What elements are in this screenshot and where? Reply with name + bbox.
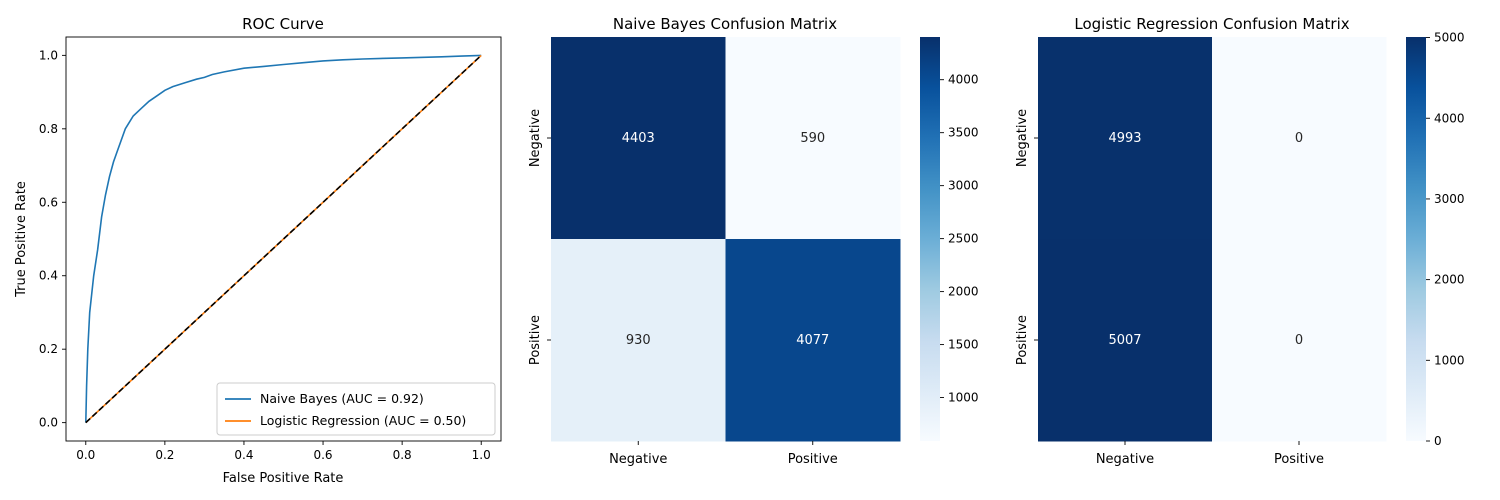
roc-x-tick-label: 1.0 bbox=[472, 448, 491, 462]
roc-y-axis-label: True Positive Rate bbox=[14, 181, 29, 298]
roc-y-tick-label: 0.2 bbox=[39, 342, 58, 356]
naive-bayes-colorbar-tick-label: 1000 bbox=[948, 391, 979, 405]
naive-bayes-cm-cell-value: 930 bbox=[626, 333, 651, 348]
logistic-regression-colorbar-tick-label: 4000 bbox=[1434, 111, 1465, 125]
logistic-regression-cm-cell bbox=[1038, 239, 1213, 442]
roc-title: ROC Curve bbox=[242, 15, 324, 33]
logistic-regression-cm-cell-value: 0 bbox=[1295, 131, 1303, 146]
roc-y-tick-label: 0.0 bbox=[39, 416, 58, 430]
naive-bayes-cm-cell bbox=[551, 37, 726, 240]
roc-legend-box bbox=[216, 382, 496, 436]
logistic-regression-cm-cell bbox=[1038, 37, 1213, 240]
naive-bayes-colorbar-tick-label: 3500 bbox=[948, 126, 979, 140]
naive-bayes-colorbar: 1000 1500 2000 2500 3000 3500 4000 bbox=[920, 37, 979, 441]
naive-bayes-colorbar-tick-label: 2500 bbox=[948, 232, 979, 246]
logistic-regression-colorbar-tick-label: 3000 bbox=[1434, 192, 1465, 206]
roc-plot-area bbox=[85, 54, 482, 424]
roc-chart: ROC Curve 0.0 0.2 0.4 0.6 0.8 1.0 0.00.20.40.… bbox=[14, 15, 502, 486]
roc-y-tick-label: 0.4 bbox=[39, 269, 58, 283]
roc-x-tick-label: 0.4 bbox=[234, 448, 253, 462]
naive-bayes-cm-cell-value: 4403 bbox=[622, 131, 655, 146]
roc-y-tick-label: 0.8 bbox=[39, 122, 58, 136]
logistic-regression-cm-cell-value: 5007 bbox=[1108, 333, 1141, 348]
roc-y-tick-label: 0.6 bbox=[39, 195, 58, 209]
roc-x-tick-label: 0.2 bbox=[155, 448, 174, 462]
naive-bayes-cm-cell-value: 4077 bbox=[796, 333, 829, 348]
roc-x-tick-label: 0.8 bbox=[393, 448, 412, 462]
logistic-regression-cm-axes: Negative Positive Negative Positive bbox=[1015, 109, 1324, 467]
logistic-regression-cm-cell-value: 0 bbox=[1295, 333, 1303, 348]
logistic-regression-cm-cell bbox=[1212, 239, 1387, 442]
naive-bayes-colorbar-tick-label: 2000 bbox=[948, 285, 979, 299]
roc-x-axis: 0.0 0.2 0.4 0.6 0.8 1.0 bbox=[76, 441, 491, 462]
roc-y-axis: 0.0 0.2 0.4 0.6 0.8 1.0 bbox=[39, 48, 66, 430]
roc-x-tick-label: 0.6 bbox=[313, 448, 332, 462]
logistic-regression-cm-y-tick-label: Positive bbox=[1015, 315, 1030, 365]
naive-bayes-colorbar-tick-label: 4000 bbox=[948, 73, 979, 87]
logistic-regression-colorbar: 0 1000 2000 3000 4000 5000 bbox=[1406, 31, 1465, 448]
naive-bayes-cm-cell bbox=[725, 37, 901, 240]
naive-bayes-cm-y-tick-label: Negative bbox=[528, 109, 543, 167]
naive-bayes-cm-axes: Negative Positive Negative Positive bbox=[528, 109, 838, 467]
roc-series-line-1 bbox=[85, 54, 482, 424]
logistic-regression-colorbar-tick-label: 0 bbox=[1434, 434, 1442, 448]
naive-bayes-cm-y-tick-label: Positive bbox=[528, 315, 543, 365]
roc-x-tick-label: 0.0 bbox=[76, 448, 95, 462]
logistic-regression-colorbar-gradient bbox=[1406, 37, 1426, 441]
logistic-regression-cm-x-tick-label: Positive bbox=[1274, 452, 1324, 467]
roc-legend-label-1: Logistic Regression (AUC = 0.50) bbox=[260, 413, 466, 428]
naive-bayes-cm-x-tick-label: Positive bbox=[788, 452, 838, 467]
logistic-regression-cm-cell-value: 4993 bbox=[1108, 131, 1141, 146]
logistic-regression-colorbar-tick-label: 1000 bbox=[1434, 353, 1465, 367]
logistic-regression-cm-x-tick-label: Negative bbox=[1096, 452, 1154, 467]
naive-bayes-colorbar-gradient bbox=[920, 37, 940, 441]
naive-bayes-cm-title: Naive Bayes Confusion Matrix bbox=[613, 15, 837, 33]
logistic-regression-cm-cells: 4993 0 5007 0 bbox=[1038, 37, 1387, 442]
roc-legend-label-0: Naive Bayes (AUC = 0.92) bbox=[260, 391, 424, 406]
logistic-regression-confusion-matrix: Logistic Regression Confusion Matrix 499… bbox=[1015, 15, 1465, 467]
logistic-regression-cm-y-tick-label: Negative bbox=[1015, 109, 1030, 167]
roc-series-line-0 bbox=[85, 54, 482, 423]
logistic-regression-cm-cell bbox=[1212, 37, 1387, 240]
naive-bayes-cm-cells: 4403 590 930 4077 bbox=[551, 37, 901, 442]
naive-bayes-colorbar-tick-label: 1500 bbox=[948, 338, 979, 352]
logistic-regression-colorbar-tick-label: 5000 bbox=[1434, 31, 1465, 45]
naive-bayes-cm-cell bbox=[725, 239, 901, 442]
logistic-regression-colorbar-tick-label: 2000 bbox=[1434, 273, 1465, 287]
logistic-regression-cm-title: Logistic Regression Confusion Matrix bbox=[1074, 15, 1349, 33]
roc-axes-frame bbox=[65, 36, 502, 442]
roc-legend: Naive Bayes (AUC = 0.92) Logistic Regress… bbox=[216, 382, 496, 436]
roc-y-tick-label: 1.0 bbox=[39, 48, 58, 62]
naive-bayes-colorbar-tick-label: 3000 bbox=[948, 179, 979, 193]
naive-bayes-cm-cell-value: 590 bbox=[800, 131, 825, 146]
roc-x-axis-label: False Positive Rate bbox=[223, 471, 344, 486]
naive-bayes-cm-cell bbox=[551, 239, 726, 442]
naive-bayes-cm-x-tick-label: Negative bbox=[609, 452, 667, 467]
